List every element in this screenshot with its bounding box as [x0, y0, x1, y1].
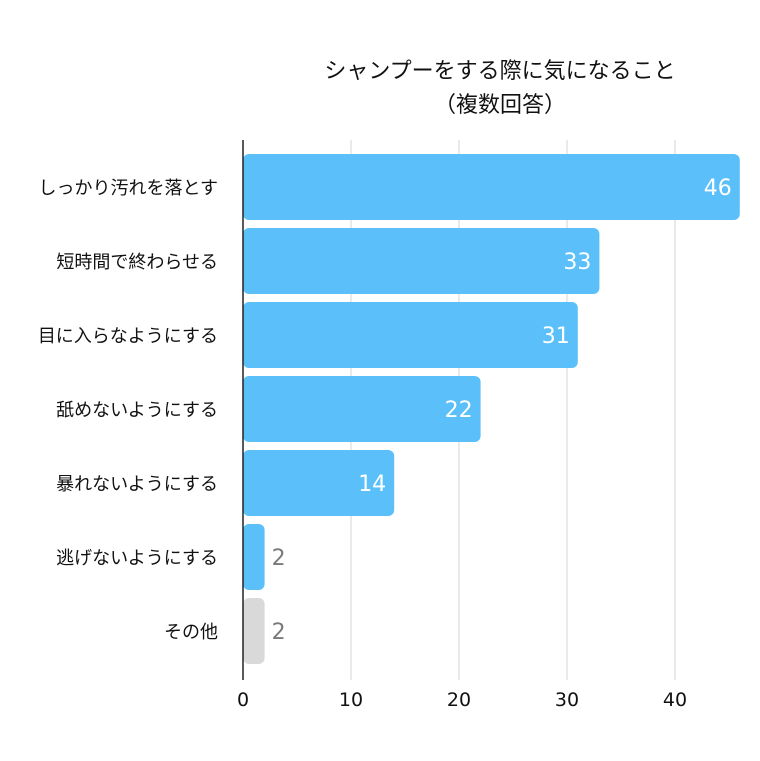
category-label: しっかり汚れを落とす [39, 178, 218, 199]
bar-2 [243, 302, 578, 368]
bar-4 [243, 450, 395, 516]
value-label: 2 [272, 546, 286, 571]
category-label: その他 [164, 622, 218, 643]
chart-title-line1: シャンプーをする際に気になること [324, 59, 676, 84]
x-tick-label: 30 [555, 689, 579, 711]
category-label: 舐めないようにする [56, 400, 218, 421]
value-label: 46 [704, 176, 732, 201]
bar-1 [243, 228, 600, 294]
x-tick-label: 40 [663, 689, 687, 711]
chart-title: シャンプーをする際に気になること （複数回答） [240, 55, 760, 123]
bar-3 [243, 376, 481, 442]
bar-5 [243, 524, 265, 590]
value-label: 14 [358, 472, 386, 497]
x-tick-label: 10 [339, 689, 363, 711]
category-label: 短時間で終わらせる [56, 252, 218, 273]
x-tick-label: 0 [237, 689, 249, 711]
bar-0 [243, 154, 740, 220]
x-tick-label: 20 [447, 689, 471, 711]
value-label: 31 [542, 324, 570, 349]
category-label: 逃げないようにする [56, 548, 218, 569]
bar-6 [243, 598, 265, 664]
value-label: 22 [445, 398, 473, 423]
category-label: 暴れないようにする [56, 474, 218, 495]
value-label: 2 [272, 620, 286, 645]
category-label: 目に入らなようにする [38, 326, 218, 347]
chart-title-line2: （複数回答） [433, 93, 566, 118]
value-label: 33 [563, 250, 591, 275]
